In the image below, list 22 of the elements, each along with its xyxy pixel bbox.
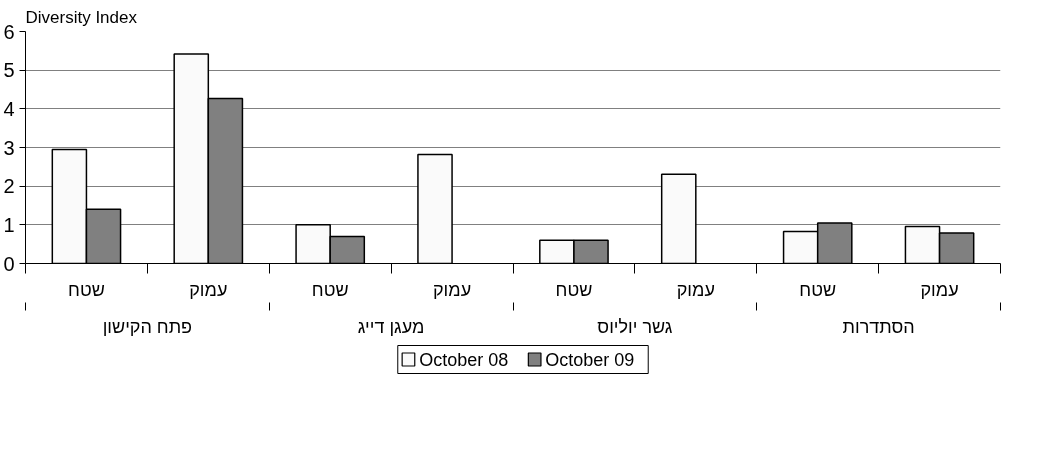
y-tick-label: 3 (3, 136, 15, 159)
x-tick-label: שטח (68, 279, 105, 300)
text: מעגן דייג (357, 316, 425, 337)
x-tick-label: שטח (555, 279, 593, 300)
legend-label: October 09 (545, 349, 635, 370)
y-tick-label: 6 (3, 20, 15, 43)
y-axis-title: Diversity Index (25, 7, 138, 27)
y-tick-label: 5 (3, 59, 15, 82)
text: פתח הקישון (102, 316, 193, 337)
text: הסתדרות (842, 316, 915, 337)
x-tick-label: שטח (311, 279, 349, 300)
x-tick-label: עמוק (432, 279, 472, 300)
y-tick-label: 0 (3, 252, 15, 275)
text: גשר יוליוס (597, 316, 673, 337)
y-tick-label: 1 (3, 213, 15, 236)
legend-label: October 08 (419, 349, 509, 370)
x-tick-label: עמוק (920, 279, 959, 300)
x-tick-label: עמוק (676, 279, 715, 300)
y-tick-label: 2 (3, 175, 15, 198)
y-tick-label: 4 (3, 97, 15, 120)
x-tick-label: שטח (799, 279, 837, 300)
x-tick-label: עמוק (189, 279, 228, 300)
